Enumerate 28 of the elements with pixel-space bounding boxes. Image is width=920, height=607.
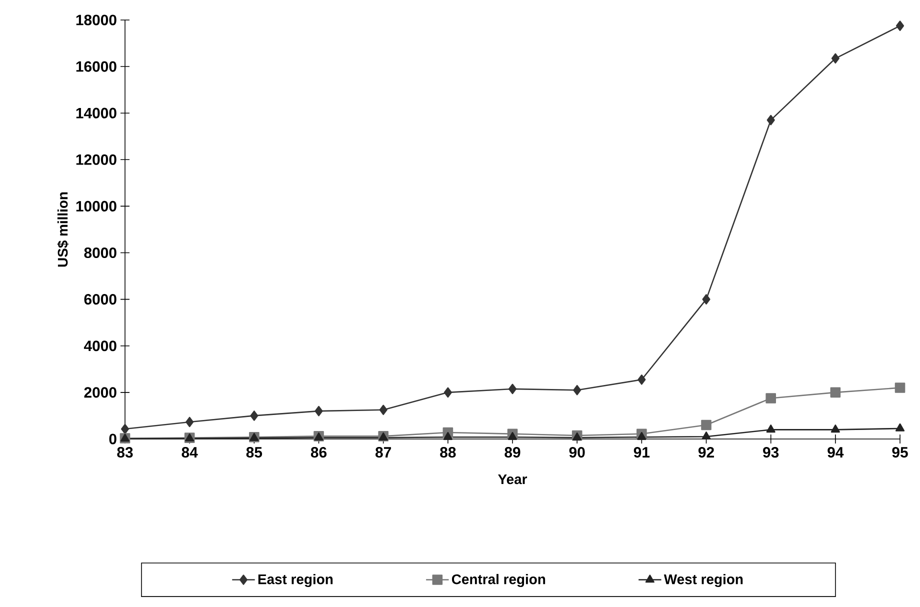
legend-label: Central region (452, 574, 546, 588)
x-tick-label: 90 (569, 447, 585, 458)
x-tick-label: 95 (892, 447, 908, 458)
y-tick-label: 0 (109, 434, 116, 444)
y-tick-label: 18000 (76, 14, 116, 26)
legend-label: West region (664, 574, 743, 588)
x-tick-label: 85 (246, 447, 262, 458)
x-tick-label: 93 (763, 447, 779, 458)
y-tick-label: 12000 (76, 154, 116, 165)
x-tick-label: 91 (634, 447, 650, 458)
x-axis-title: Year (498, 474, 528, 484)
y-tick-label: 6000 (84, 294, 116, 305)
y-tick-label: 14000 (76, 108, 116, 118)
y-tick-label: 10000 (76, 200, 116, 212)
y-tick-label: 4000 (84, 340, 116, 352)
x-tick-label: 86 (310, 447, 327, 458)
y-tick-label: 16000 (76, 61, 116, 72)
y-tick-label: 2000 (84, 387, 116, 398)
x-tick-label: 92 (698, 447, 714, 458)
x-tick-label: 87 (376, 447, 391, 458)
x-tick-label: 83 (117, 447, 133, 458)
legend-label: East region (258, 574, 333, 588)
x-tick-label: 88 (440, 447, 456, 458)
x-tick-label: 89 (504, 447, 520, 458)
x-tick-label: 94 (828, 447, 844, 458)
y-axis-title: US$ million (57, 192, 69, 267)
x-tick-label: 84 (182, 447, 198, 458)
y-tick-label: 8000 (84, 247, 116, 258)
